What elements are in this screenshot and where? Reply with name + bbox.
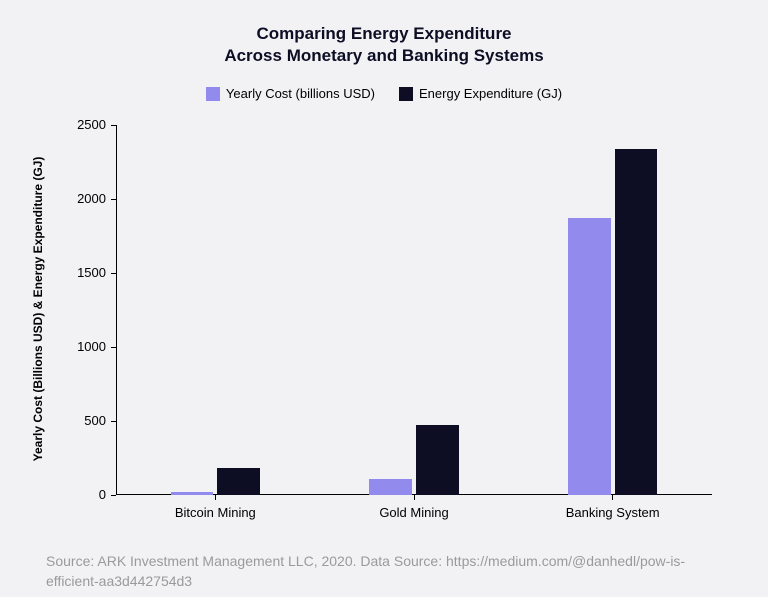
y-axis-line: [116, 125, 117, 495]
x-tick: [215, 495, 216, 500]
legend-swatch: [206, 87, 220, 101]
x-tick: [612, 495, 613, 500]
x-tick-label: Bitcoin Mining: [135, 505, 295, 520]
x-tick-label: Gold Mining: [334, 505, 494, 520]
y-tick-label: 0: [56, 487, 106, 502]
legend-label: Energy Expenditure (GJ): [419, 86, 562, 101]
bar: [171, 492, 214, 495]
bar: [568, 218, 611, 495]
y-axis-label: Yearly Cost (Billions USD) & Energy Expe…: [31, 129, 45, 489]
y-tick: [111, 199, 116, 200]
x-tick: [414, 495, 415, 500]
legend-label: Yearly Cost (billions USD): [226, 86, 375, 101]
legend-item: Yearly Cost (billions USD): [206, 86, 375, 101]
y-tick-label: 2000: [56, 191, 106, 206]
y-tick-label: 2500: [56, 117, 106, 132]
bar: [217, 468, 260, 495]
plot-area: 05001000150020002500Bitcoin MiningGold M…: [116, 125, 712, 495]
y-tick-label: 500: [56, 413, 106, 428]
bar: [369, 479, 412, 495]
bar: [615, 149, 658, 495]
y-tick-label: 1500: [56, 265, 106, 280]
source-text: Source: ARK Investment Management LLC, 2…: [46, 552, 722, 591]
y-tick: [111, 125, 116, 126]
chart-container: Comparing Energy Expenditure Across Mone…: [0, 0, 768, 597]
y-tick: [111, 273, 116, 274]
legend: Yearly Cost (billions USD) Energy Expendi…: [0, 86, 768, 101]
y-tick-label: 1000: [56, 339, 106, 354]
x-tick-label: Banking System: [533, 505, 693, 520]
legend-swatch: [399, 87, 413, 101]
chart-title-line1: Comparing Energy Expenditure: [0, 24, 768, 44]
legend-item: Energy Expenditure (GJ): [399, 86, 562, 101]
bar: [416, 425, 459, 495]
y-tick: [111, 347, 116, 348]
chart-title-line2: Across Monetary and Banking Systems: [0, 46, 768, 66]
y-tick: [111, 495, 116, 496]
y-tick: [111, 421, 116, 422]
